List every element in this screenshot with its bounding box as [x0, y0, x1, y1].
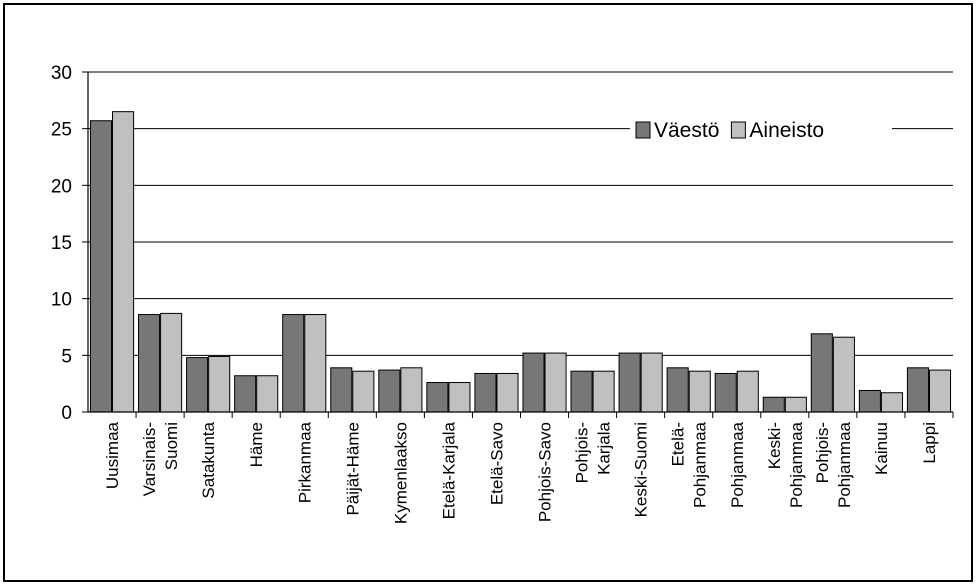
- bar-vaesto: [474, 372, 497, 413]
- bar-aineisto: [208, 355, 231, 413]
- x-category-label: Pohjanmaa: [728, 421, 747, 508]
- bar-vaesto: [138, 314, 161, 413]
- x-category-label: Päijät-Häme: [343, 422, 362, 516]
- y-tick-label: 5: [61, 346, 72, 367]
- x-category-label: Lappi: [920, 422, 939, 464]
- bar-aineisto: [736, 370, 759, 413]
- y-tick-label: 25: [51, 120, 72, 141]
- bar-vaesto: [426, 382, 449, 413]
- bar-aineisto: [304, 314, 327, 413]
- bar-aineisto: [544, 352, 567, 413]
- x-category-label: Etelä-Karjala: [439, 421, 458, 519]
- bar-vaesto: [89, 120, 113, 413]
- x-category-label: Satakunta: [199, 421, 218, 498]
- y-tick-label: 20: [51, 176, 72, 197]
- x-category-label: Keski-Suomi: [632, 422, 651, 517]
- y-tick-label: 0: [61, 403, 72, 424]
- bar-aineisto: [592, 370, 615, 413]
- x-category-label: Häme: [247, 422, 266, 467]
- bar-aineisto: [688, 370, 711, 413]
- legend-label-vaesto: Väestö: [654, 119, 719, 142]
- bar-aineisto: [352, 370, 375, 413]
- x-category-label: Karjala: [595, 421, 614, 474]
- bar-aineisto: [928, 369, 952, 413]
- x-category-labels: Uusimaa Varsinais- Suomi Satakunta Häme Pirka…: [103, 421, 939, 524]
- bar-aineisto: [784, 396, 807, 413]
- x-category-label: Suomi: [162, 422, 181, 470]
- bar-aineisto: [496, 372, 519, 413]
- y-tick-label: 15: [51, 233, 72, 254]
- x-category-label: Keski-: [765, 422, 784, 469]
- legend: Väestö Aineisto: [630, 113, 892, 145]
- x-category-label: Varsinais-: [140, 422, 159, 496]
- chart-frame: [3, 3, 973, 582]
- bar-aineisto: [256, 375, 279, 413]
- bar-vaesto: [330, 367, 353, 413]
- bar-vaesto: [762, 396, 785, 413]
- x-category-label: Uusimaa: [103, 421, 122, 489]
- legend-swatch-vaesto: [635, 121, 651, 139]
- bar-vaesto: [378, 369, 401, 413]
- bar-aineisto: [160, 312, 183, 413]
- gridlines: [88, 71, 953, 356]
- x-category-label: Etelä-Savo: [487, 422, 506, 505]
- x-category-label: Pohjois-: [573, 422, 592, 483]
- bar-vaesto: [666, 367, 689, 413]
- legend-label-aineisto: Aineisto: [749, 119, 824, 142]
- x-category-label: Pirkanmaa: [295, 421, 314, 503]
- bars: [89, 111, 952, 413]
- bar-aineisto: [832, 336, 855, 413]
- y-tick-labels: 0 5 10 15 20 25 30: [51, 63, 72, 424]
- x-category-label: Pohjois-: [813, 422, 832, 483]
- y-tick-label: 10: [51, 290, 72, 311]
- bar-aineisto: [400, 367, 423, 413]
- x-category-label: Etelä-: [669, 422, 688, 466]
- bar-vaesto: [570, 370, 593, 413]
- bar-vaesto: [810, 333, 833, 413]
- x-category-label: Pohjanmaa: [787, 421, 806, 508]
- axes: [82, 71, 954, 418]
- x-category-label: Kymenlaakso: [391, 422, 410, 524]
- legend-swatch-aineisto: [730, 121, 746, 139]
- legend-background: [630, 113, 892, 145]
- bar-vaesto: [522, 352, 545, 413]
- bar-vaesto: [906, 367, 929, 413]
- bar-aineisto: [112, 111, 135, 413]
- bar-aineisto: [640, 352, 663, 413]
- bar-vaesto: [858, 389, 881, 413]
- x-category-label: Pohjanmaa: [691, 421, 710, 508]
- bar-vaesto: [234, 375, 257, 413]
- x-category-label: Pohjois-Savo: [536, 422, 555, 522]
- x-category-label: Kainuu: [872, 422, 891, 475]
- bar-vaesto: [186, 357, 209, 413]
- y-tick-label: 30: [51, 63, 72, 84]
- bar-aineisto: [880, 392, 903, 413]
- bar-vaesto: [618, 352, 641, 413]
- bar-vaesto: [282, 314, 305, 413]
- bar-vaesto: [714, 372, 737, 413]
- bar-aineisto: [448, 382, 471, 413]
- x-category-label: Pohjanmaa: [835, 421, 854, 508]
